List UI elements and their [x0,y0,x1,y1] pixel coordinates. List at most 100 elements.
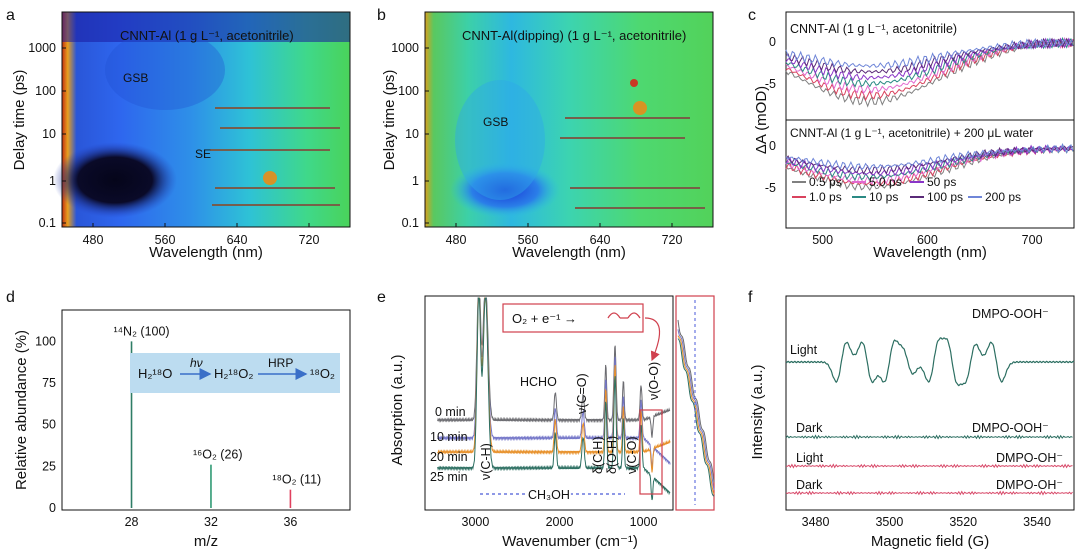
panel-e: O₂ + e⁻¹ → HCHO ν(C=O) ν(C-H) δ(C-H) δ(O… [389,295,715,550]
f-cond-3: Dark [796,478,823,492]
ch3oh-label: CH₃OH [528,488,570,502]
c-legend-label-0: 0.5 ps [809,175,842,189]
f-species-1: DMPO-OOH⁻ [972,421,1049,435]
f-cond-2: Light [796,451,824,465]
vch-label: ν(C-H) [479,443,493,480]
a-ytick-4: 0.1 [39,216,56,230]
b-ytick-3: 1 [412,174,419,188]
c-xtick-1: 600 [917,233,938,247]
panel-a-title: CNNT-Al (1 g L⁻¹, acetonitrile) [120,28,294,43]
c-top-curve-5 [785,37,1074,75]
time-label-1: 10 min [430,430,468,444]
b-xtick-0: 480 [446,233,467,247]
d-xtick-2: 36 [283,515,297,529]
d-peak-label-2: ¹⁸O₂ (11) [272,473,321,487]
b-xtick-3: 720 [662,233,683,247]
scheme-h2o: H₂¹⁸O [138,366,172,381]
panel-d-ylabel: Relative abundance (%) [13,330,30,490]
b-ytick-2: 10 [405,127,419,141]
time-label-2: 20 min [430,450,468,464]
c-top-curve-6 [785,37,1074,70]
e-xtick-2: 1000 [630,515,658,529]
time-label-0: 0 min [435,405,466,419]
panel-c-xlabel: Wavelength (nm) [873,244,987,261]
e-inset-spectrum-3 [677,338,715,497]
panel-letter-e: e [377,289,386,306]
panel-a: CNNT-Al (1 g L⁻¹, acetonitrile) GSB SE D… [11,11,351,261]
panel-f-frame [785,295,1075,511]
d-ytick-2: 50 [42,418,56,432]
scheme-hv: hν [190,356,203,370]
panel-letter-f: f [748,289,753,306]
f-cond-1: Dark [796,421,823,435]
c-ytick-bottom-0: 0 [769,139,776,153]
b-xtick-2: 640 [590,233,611,247]
panel-e-ylabel: Absorption (a.u.) [389,355,406,466]
d-ytick-1: 75 [42,376,56,390]
c-legend-label-2: 5.0 ps [869,175,902,189]
panel-a-xlabel: Wavelength (nm) [149,244,263,261]
panel-c-bottom-frame [785,119,1075,229]
molecule-structure-b [560,79,705,209]
d-ytick-3: 25 [42,459,56,473]
e-inset-spectrum-1 [677,329,715,491]
d-xtick-1: 32 [204,515,218,529]
vco-label: ν(C=O) [575,373,589,414]
a-ytick-3: 1 [49,174,56,188]
scheme-o2: ¹⁸O₂ [310,366,335,381]
f-cond-0: Light [790,343,818,357]
hcho-label: HCHO [520,375,557,389]
c-ytick-top-0: 0 [769,35,776,49]
b-ytick-0: 1000 [391,41,419,55]
b-ytick-4: 0.1 [402,216,419,230]
d-xtick-0: 28 [125,515,139,529]
c-ytick-bottom-1: -5 [765,181,776,195]
gsb-blue-region-b [450,162,560,218]
c-xtick-2: 700 [1022,233,1043,247]
panel-e-xlabel: Wavenumber (cm⁻¹) [502,533,638,550]
f-trace-dark-oh [785,490,1073,496]
panel-d-xlabel: m/z [194,533,218,550]
f-trace-light-oh [785,463,1073,469]
panel-d-frame [61,309,351,511]
a-xtick-3: 720 [299,233,320,247]
f-trace-light-ooh [785,337,1075,387]
e-xtick-0: 3000 [462,515,490,529]
panel-c-ylabel: ΔA (mOD) [753,86,770,154]
se-label-a: SE [195,147,211,161]
panel-letter-a: a [6,7,15,24]
c-ytick-top-1: -5 [765,77,776,91]
c-legend-label-5: 100 ps [927,190,963,204]
gsb-label-b: GSB [483,115,508,129]
f-xtick-1: 3500 [875,515,903,529]
c-legend-label-6: 200 ps [985,190,1021,204]
a-ytick-2: 10 [42,127,56,141]
a-ytick-1: 100 [35,84,56,98]
c-bottom-curve-6 [785,143,1074,171]
scheme-hrp: HRP [268,356,293,370]
d-ytick-4: 0 [49,501,56,515]
panel-a-ylabel: Delay time (ps) [11,70,28,171]
panel-b-ylabel: Delay time (ps) [381,70,398,171]
panel-b: CNNT-Al(dipping) (1 g L⁻¹, acetonitrile)… [381,11,714,261]
time-label-3: 25 min [430,470,468,484]
b-ytick-1: 100 [398,84,419,98]
a-xtick-1: 560 [155,233,176,247]
f-species-3: DMPO-OH⁻ [996,478,1063,492]
f-xtick-3: 3540 [1023,515,1051,529]
panel-c-bottom-title: CNNT-Al (1 g L⁻¹, acetonitrile) + 200 μL… [790,126,1033,140]
panel-f: DMPO-OOH⁻ Light Dark DMPO-OOH⁻ Light DMP… [749,295,1075,550]
e-inset-spectrum-2 [677,335,715,495]
f-xtick-0: 3480 [802,515,830,529]
b-xtick-1: 560 [518,233,539,247]
superoxide-sketch-icon [607,312,641,319]
oo-region-box [639,409,663,495]
panel-e-frame [424,295,674,511]
d-peak-label-0: ¹⁴N₂ (100) [114,324,170,338]
gsb-label-a: GSB [123,71,148,85]
doh-label: δ(O-H) [605,436,619,474]
gsb-dark-region-a [53,142,177,218]
panel-c-top-title: CNNT-Al (1 g L⁻¹, acetonitrile) [790,22,957,36]
panel-d: ¹⁴N₂ (100) ¹⁶O₂ (26) ¹⁸O₂ (11) H₂¹⁸O hν H₂… [13,309,351,550]
